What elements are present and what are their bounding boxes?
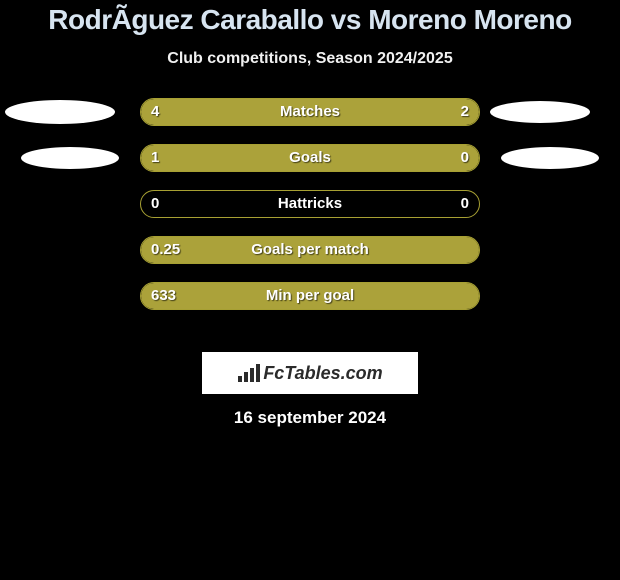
player2-value: 0 xyxy=(461,145,469,171)
stat-bar: Min per goal633 xyxy=(140,282,480,310)
player1-value: 4 xyxy=(151,99,159,125)
page-subtitle: Club competitions, Season 2024/2025 xyxy=(0,50,620,68)
player1-value: 633 xyxy=(151,283,176,309)
stat-row: Matches4 2 xyxy=(0,98,620,128)
logo: FcTables.com xyxy=(237,363,382,384)
player1-marker-ellipse xyxy=(21,147,119,169)
stat-label: Goals xyxy=(141,145,479,171)
stat-bar: Hattricks0 0 xyxy=(140,190,480,218)
stat-bar: Goals per match0.25 xyxy=(140,236,480,264)
stat-label: Hattricks xyxy=(141,191,479,217)
player2-marker-ellipse xyxy=(490,101,590,123)
stat-rows: Matches42Goals10Hattricks00Goals per mat… xyxy=(0,98,620,312)
player1-marker-ellipse xyxy=(5,100,115,124)
stat-label: Matches xyxy=(141,99,479,125)
stat-bar: Matches4 2 xyxy=(140,98,480,126)
stat-bar: Goals1 0 xyxy=(140,144,480,172)
player1-value: 1 xyxy=(151,145,159,171)
player2-value: 0 xyxy=(461,191,469,217)
page-title: RodrÃ­guez Caraballo vs Moreno Moreno xyxy=(0,0,620,36)
stat-row: Min per goal633 xyxy=(0,282,620,312)
stat-row: Goals1 0 xyxy=(0,144,620,174)
stat-row: Goals per match0.25 xyxy=(0,236,620,266)
stat-label: Min per goal xyxy=(141,283,479,309)
bar-chart-icon xyxy=(237,363,261,383)
player1-value: 0.25 xyxy=(151,237,180,263)
player2-marker-ellipse xyxy=(501,147,599,169)
stat-label: Goals per match xyxy=(141,237,479,263)
logo-text: FcTables.com xyxy=(263,363,382,384)
logo-box: FcTables.com xyxy=(202,352,418,394)
player1-value: 0 xyxy=(151,191,159,217)
player2-value: 2 xyxy=(461,99,469,125)
date-text: 16 september 2024 xyxy=(0,408,620,428)
stat-row: Hattricks0 0 xyxy=(0,190,620,220)
comparison-infographic: RodrÃ­guez Caraballo vs Moreno Moreno Cl… xyxy=(0,0,620,580)
